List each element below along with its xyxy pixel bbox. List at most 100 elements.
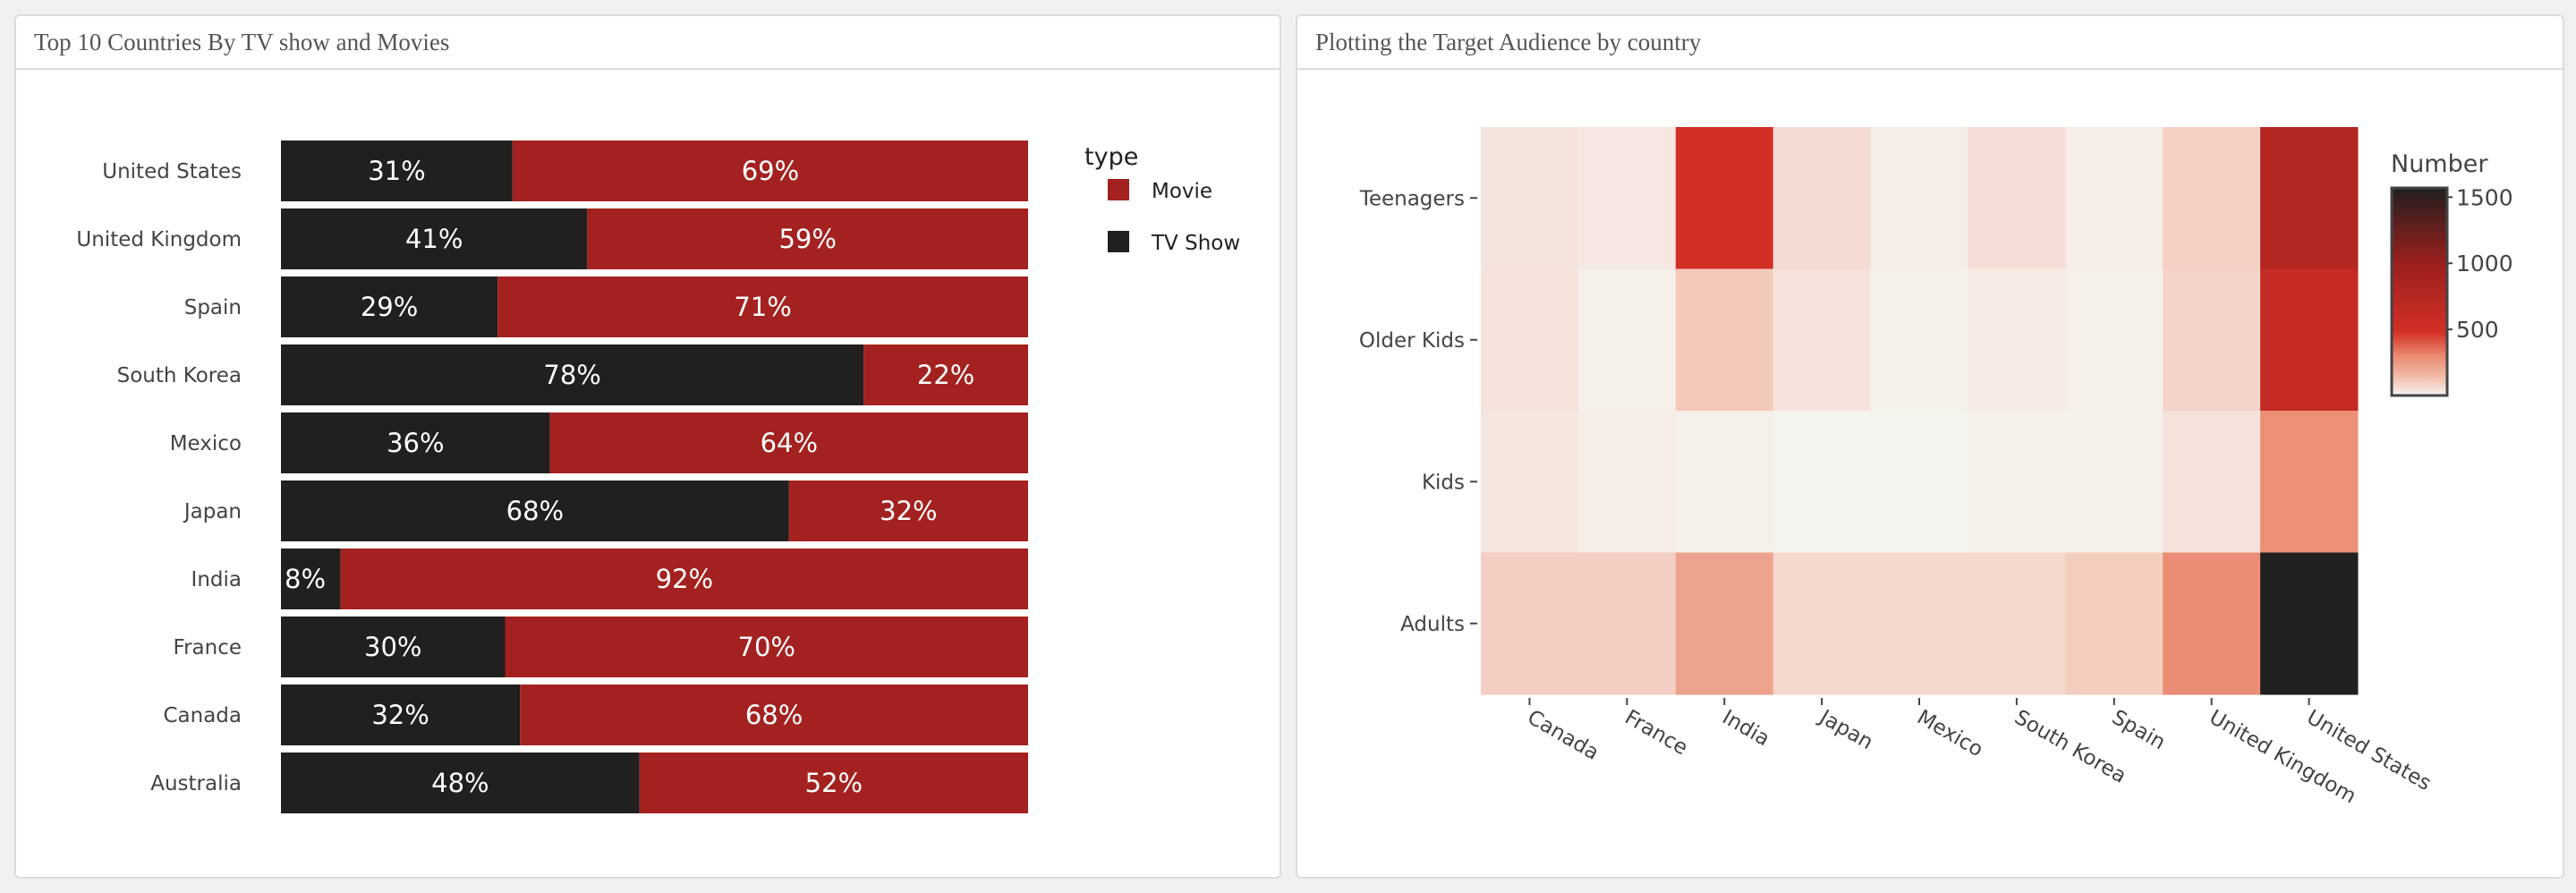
y-tick-label: Kids bbox=[1422, 471, 1465, 494]
panel-header: Plotting the Target Audience by country bbox=[1297, 16, 2563, 70]
data-label: 32% bbox=[371, 700, 429, 730]
legend-label-tv-show: TV Show bbox=[1151, 232, 1240, 255]
heatmap-cell bbox=[1870, 268, 1968, 412]
heatmap-cell bbox=[2260, 411, 2359, 553]
heatmap-cell bbox=[1481, 127, 1579, 269]
heatmap-cell bbox=[1870, 127, 1968, 269]
panel-title: Top 10 Countries By TV show and Movies bbox=[34, 29, 450, 55]
bar-movie bbox=[549, 412, 1028, 473]
heatmap-cell bbox=[1968, 552, 2066, 695]
y-tick-label: Canada bbox=[163, 704, 242, 727]
bar-tv-show bbox=[281, 140, 513, 201]
legend-swatch-tv-show bbox=[1108, 231, 1129, 252]
bar-tv-show bbox=[281, 276, 498, 337]
data-label: 41% bbox=[405, 224, 463, 254]
heatmap-cell bbox=[2260, 127, 2359, 269]
data-label: 68% bbox=[745, 700, 803, 730]
heatmap-cell bbox=[2163, 268, 2261, 412]
y-tick-label: India bbox=[191, 568, 242, 591]
x-tick-label: Canada bbox=[1523, 706, 1603, 765]
heatmap-cell bbox=[1675, 552, 1774, 695]
heatmap-cell bbox=[1675, 411, 1774, 553]
bar-movie bbox=[520, 685, 1028, 745]
x-tick-label: Japan bbox=[1814, 705, 1876, 755]
bar-tv-show bbox=[281, 685, 521, 745]
data-label: 70% bbox=[738, 632, 795, 662]
bar-tv-show bbox=[281, 208, 588, 269]
data-label: 64% bbox=[761, 428, 818, 458]
bar-movie bbox=[587, 208, 1028, 269]
heatmap-cell bbox=[1577, 127, 1677, 269]
heatmap-cell bbox=[1773, 268, 1872, 412]
data-label: 52% bbox=[805, 768, 863, 798]
y-tick-label: Mexico bbox=[170, 432, 242, 455]
legend-title: type bbox=[1084, 143, 1138, 171]
heatmap-cell bbox=[2065, 127, 2164, 269]
x-tick-label: India bbox=[1718, 706, 1773, 752]
data-label: 69% bbox=[742, 156, 799, 186]
bar-tv-show bbox=[281, 549, 341, 609]
colorbar-tick-label: 1500 bbox=[2456, 184, 2513, 210]
bar-tv-show bbox=[281, 344, 864, 405]
heatmap-cell bbox=[1773, 411, 1872, 553]
bar-tv-show bbox=[281, 753, 640, 813]
heatmap-cell bbox=[2065, 552, 2164, 695]
data-label: 68% bbox=[506, 496, 564, 526]
data-label: 29% bbox=[361, 292, 418, 322]
bar-movie bbox=[340, 549, 1028, 609]
heatmap-cell bbox=[2260, 268, 2359, 412]
y-tick-label: Japan bbox=[183, 500, 242, 523]
y-tick-label: Adults bbox=[1400, 613, 1465, 636]
heatmap-cell bbox=[1481, 552, 1579, 695]
bar-movie bbox=[639, 753, 1028, 813]
heatmap-cell bbox=[1968, 268, 2066, 412]
bar-tv-show bbox=[281, 412, 550, 473]
heatmap-cell bbox=[1675, 268, 1774, 412]
data-label: 71% bbox=[734, 292, 791, 322]
data-label: 8% bbox=[285, 564, 326, 594]
y-tick-label: Teenagers bbox=[1359, 187, 1465, 210]
data-label: 48% bbox=[431, 768, 489, 798]
heatmap-cell bbox=[2065, 411, 2164, 553]
heatmap-cell bbox=[1870, 552, 1968, 695]
bar-movie bbox=[863, 344, 1028, 405]
colorbar-tick-label: 1000 bbox=[2456, 251, 2513, 276]
heatmap-cell bbox=[1481, 268, 1579, 412]
x-tick-label: Spain bbox=[2108, 706, 2170, 755]
heatmap-cell bbox=[1870, 411, 1968, 553]
heatmap-cell bbox=[1968, 411, 2066, 553]
data-label: 78% bbox=[543, 360, 600, 390]
panel-header: Top 10 Countries By TV show and Movies bbox=[16, 16, 1279, 70]
y-tick-label: France bbox=[174, 636, 242, 659]
data-label: 31% bbox=[368, 156, 425, 186]
x-tick-label: Mexico bbox=[1913, 706, 1987, 762]
y-tick-label: Australia bbox=[150, 772, 242, 795]
heatmap-cell bbox=[2065, 268, 2164, 412]
y-tick-label: Spain bbox=[184, 296, 242, 319]
colorbar bbox=[2390, 186, 2449, 397]
heatmap-cell bbox=[1577, 552, 1677, 695]
bar-movie bbox=[788, 481, 1028, 541]
data-label: 30% bbox=[364, 632, 421, 662]
data-label: 32% bbox=[880, 496, 937, 526]
heatmap-cell bbox=[2163, 127, 2261, 269]
heatmap-cell bbox=[1675, 127, 1774, 269]
legend-label-movie: Movie bbox=[1152, 180, 1212, 203]
y-tick-label: Older Kids bbox=[1359, 329, 1465, 353]
heatmap-cell bbox=[2260, 552, 2359, 695]
bar-movie bbox=[497, 276, 1028, 337]
bar-tv-show bbox=[281, 617, 506, 677]
bar-movie bbox=[505, 617, 1028, 677]
data-label: 92% bbox=[656, 564, 713, 594]
y-tick-label: United States bbox=[102, 160, 242, 183]
y-tick-label: South Korea bbox=[117, 364, 242, 387]
heatmap-cell bbox=[2163, 552, 2261, 695]
bar-movie bbox=[512, 140, 1028, 201]
heatmap-cell bbox=[1577, 268, 1677, 412]
colorbar-tick-label: 500 bbox=[2456, 317, 2499, 343]
data-label: 36% bbox=[387, 428, 444, 458]
data-label: 22% bbox=[917, 360, 974, 390]
bar-tv-show bbox=[281, 481, 789, 541]
x-tick-label: France bbox=[1620, 706, 1691, 761]
